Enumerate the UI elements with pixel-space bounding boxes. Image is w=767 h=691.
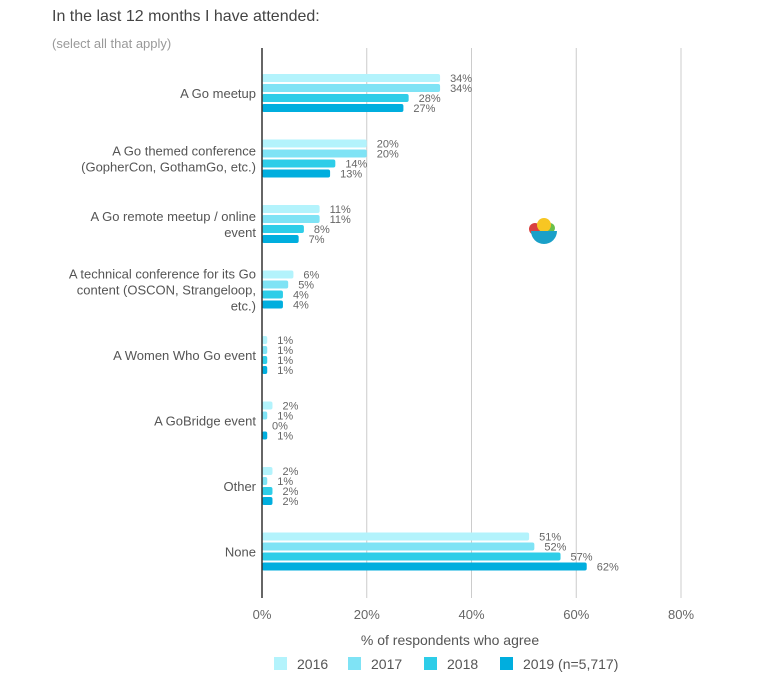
bar-2016 xyxy=(262,467,273,475)
data-label: 5% xyxy=(298,280,314,292)
legend-swatch xyxy=(500,657,513,670)
bar-2019 xyxy=(262,300,283,309)
data-label: 57% xyxy=(571,552,593,564)
chart-title: In the last 12 months I have attended: xyxy=(52,8,320,25)
bar-2018 xyxy=(262,290,283,299)
category-label: A Go themed conference xyxy=(112,144,256,159)
legend-label: 2019 (n=5,717) xyxy=(523,656,618,672)
category-label: A Go remote meetup / online xyxy=(91,209,256,224)
bar-2018 xyxy=(262,552,561,561)
bar-2019 xyxy=(262,431,268,440)
bar-2017 xyxy=(262,280,289,289)
legend-swatch xyxy=(348,657,361,670)
bar-2016 xyxy=(262,532,530,541)
bar-2017 xyxy=(262,84,441,92)
bar-2016 xyxy=(262,401,273,410)
bar-2019 xyxy=(262,235,299,243)
data-label: 2% xyxy=(282,496,298,508)
data-label: 2% xyxy=(282,466,298,478)
category-label: Other xyxy=(223,479,256,494)
bar-2019 xyxy=(262,169,331,178)
bar-2016 xyxy=(262,205,320,213)
data-label: 1% xyxy=(277,335,293,347)
bar-2018 xyxy=(262,225,304,233)
category-label: (GopherCon, GothamGo, etc.) xyxy=(81,160,256,175)
category-label: A Women Who Go event xyxy=(113,348,256,363)
x-tick-label: 0% xyxy=(253,607,272,622)
data-label: 20% xyxy=(377,149,399,161)
bar-2016 xyxy=(262,336,268,344)
bar-2017 xyxy=(262,215,320,223)
category-label: content (OSCON, Strangeloop, xyxy=(77,283,256,298)
data-label: 1% xyxy=(277,365,293,377)
bar-2016 xyxy=(262,74,441,82)
legend-label: 2017 xyxy=(371,656,402,672)
bar-2017 xyxy=(262,542,535,551)
category-label: A Go meetup xyxy=(180,86,256,101)
bar-2016 xyxy=(262,270,294,279)
data-label: 6% xyxy=(303,270,319,282)
data-label: 8% xyxy=(314,224,330,236)
data-label: 13% xyxy=(340,169,362,181)
x-tick-label: 40% xyxy=(458,607,484,622)
data-label: 1% xyxy=(277,355,293,367)
bar-2018 xyxy=(262,487,273,495)
x-tick-label: 60% xyxy=(563,607,589,622)
data-label: 2% xyxy=(282,401,298,413)
data-label: 1% xyxy=(277,431,293,443)
data-label: 11% xyxy=(330,214,351,226)
bar-2018 xyxy=(262,159,336,168)
category-label: A GoBridge event xyxy=(154,414,256,429)
data-label: 4% xyxy=(293,290,309,302)
data-label: 34% xyxy=(450,83,472,95)
chart-subtitle: (select all that apply) xyxy=(52,36,172,51)
category-label: event xyxy=(224,225,256,240)
bar-2019 xyxy=(262,562,587,571)
data-label: 52% xyxy=(544,542,566,554)
bar-2017 xyxy=(262,346,268,354)
bar-2017 xyxy=(262,477,268,485)
data-label: 7% xyxy=(309,234,325,246)
category-label: None xyxy=(225,545,256,560)
x-tick-label: 20% xyxy=(354,607,380,622)
category-label: etc.) xyxy=(231,299,256,314)
category-label: A technical conference for its Go xyxy=(69,267,256,282)
data-label: 11% xyxy=(330,204,351,216)
bar-2018 xyxy=(262,94,409,102)
x-tick-label: 80% xyxy=(668,607,694,622)
data-label: 20% xyxy=(377,139,399,151)
bar-2019 xyxy=(262,497,273,505)
legend-label: 2018 xyxy=(447,656,478,672)
bar-2017 xyxy=(262,411,268,420)
data-label: 14% xyxy=(345,159,367,171)
bar-2016 xyxy=(262,139,367,148)
bar-2019 xyxy=(262,366,268,374)
data-label: 1% xyxy=(277,345,293,357)
data-label: 0% xyxy=(272,421,288,433)
data-label: 34% xyxy=(450,73,472,85)
data-label: 2% xyxy=(282,486,298,498)
data-label: 62% xyxy=(597,562,619,574)
data-label: 1% xyxy=(277,411,293,423)
legend-swatch xyxy=(424,657,437,670)
data-label: 4% xyxy=(293,300,309,312)
data-label: 28% xyxy=(419,93,441,105)
legend-label: 2016 xyxy=(297,656,328,672)
bar-2019 xyxy=(262,104,404,112)
data-label: 51% xyxy=(539,532,561,544)
bar-2017 xyxy=(262,149,367,158)
data-label: 27% xyxy=(413,103,435,115)
bar-2018 xyxy=(262,356,268,364)
x-axis-label: % of respondents who agree xyxy=(361,632,539,648)
data-label: 1% xyxy=(277,476,293,488)
legend-swatch xyxy=(274,657,287,670)
